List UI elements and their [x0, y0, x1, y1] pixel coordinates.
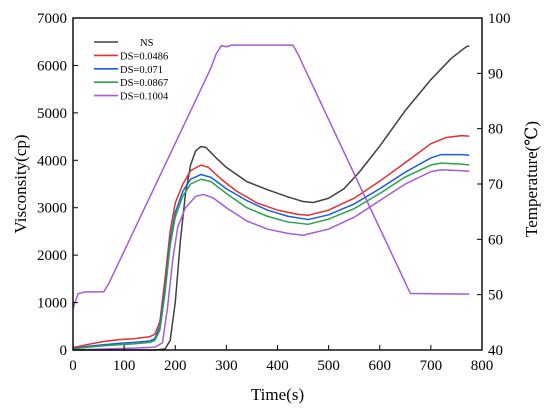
x-tick-label-2: 200 — [164, 358, 187, 374]
y2-tick-label-0: 40 — [488, 343, 503, 359]
x-tick-label-1: 100 — [113, 358, 136, 374]
ticks-layer: 0 100 200 300 400 500 600 700 800 0 1000 2000 3000 40… — [37, 11, 511, 374]
series-line-4 — [72, 169, 470, 351]
series-layer — [72, 44, 470, 351]
y2-tick-label-3: 70 — [488, 177, 503, 193]
legend-label-3: DS=0.0867 — [120, 78, 168, 89]
x-tick-label-4: 400 — [266, 358, 289, 374]
x-tick-label-0: 0 — [69, 358, 77, 374]
y-tick-label-6: 6000 — [37, 58, 67, 74]
y-tick-label-3: 3000 — [37, 201, 67, 217]
y2-tick-label-2: 60 — [488, 232, 503, 248]
y2-tick-label-5: 90 — [488, 66, 503, 82]
legend-label-1: DS=0.0486 — [120, 51, 168, 62]
x-tick-label-3: 300 — [215, 358, 238, 374]
legend-label-2: DS=0.071 — [120, 65, 163, 76]
y2-tick-label-6: 100 — [488, 11, 511, 27]
x-tick-label-8: 800 — [471, 358, 494, 374]
y-tick-label-2: 2000 — [37, 248, 67, 264]
legend-label-0: NS — [140, 38, 154, 49]
y-tick-label-0: 0 — [60, 343, 68, 359]
y-tick-label-1: 1000 — [37, 296, 67, 312]
y-tick-label-4: 4000 — [37, 153, 67, 169]
legend: NS DS=0.0486 DS=0.071 DS=0.0867 DS=0.1004 — [94, 38, 169, 103]
y2-tick-label-4: 80 — [488, 122, 503, 138]
x-tick-label-5: 500 — [317, 358, 340, 374]
series-line-1 — [72, 134, 470, 349]
y-axis-title: Visconsity(cp) — [11, 134, 30, 233]
x-axis-title: Time(s) — [251, 385, 304, 404]
y-tick-label-7: 7000 — [37, 11, 67, 27]
y2-axis-title: Temperature(℃) — [522, 121, 541, 237]
series-line-2 — [72, 153, 470, 350]
x-tick-label-7: 700 — [420, 358, 443, 374]
series-line-5 — [72, 44, 470, 309]
series-line-3 — [72, 162, 470, 350]
series-line-0 — [73, 45, 470, 351]
x-tick-label-6: 600 — [369, 358, 392, 374]
y-tick-label-5: 5000 — [37, 106, 67, 122]
legend-label-4: DS=0.1004 — [120, 92, 169, 103]
y2-tick-label-1: 50 — [488, 288, 503, 304]
